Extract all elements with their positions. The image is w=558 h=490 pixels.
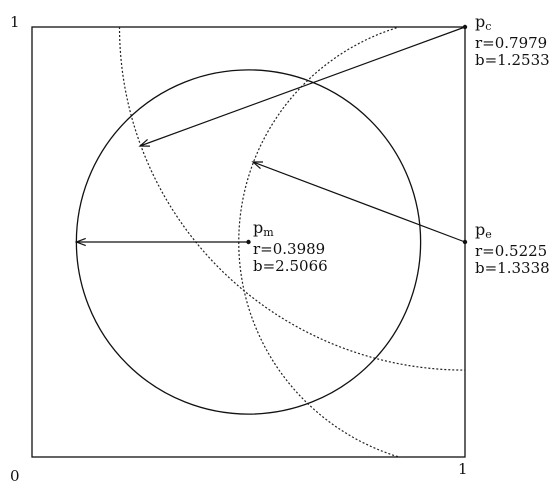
pe-name: pe bbox=[475, 220, 492, 241]
label-pc: pc r=0.7979 b=1.2533 bbox=[475, 13, 550, 69]
label-pe: pe r=0.5225 b=1.3338 bbox=[475, 221, 550, 277]
point-pe bbox=[462, 239, 468, 245]
y-axis-max-label: 1 bbox=[10, 13, 20, 31]
x-axis-max-label: 1 bbox=[458, 460, 468, 478]
point-pm bbox=[246, 239, 251, 245]
arrow-pc-line bbox=[139, 26, 466, 147]
label-pm: pm r=0.3989 b=2.5066 bbox=[253, 219, 328, 275]
point-pc bbox=[462, 24, 468, 30]
pm-name: pm bbox=[253, 218, 274, 239]
arrow-pc-head bbox=[138, 139, 151, 147]
pe-r-value: r=0.5225 bbox=[475, 242, 548, 260]
arrow-pe-line bbox=[252, 161, 466, 243]
pe-b-value: b=1.3338 bbox=[475, 259, 550, 277]
arrow-pe-head bbox=[251, 161, 264, 170]
arrow-pm-head bbox=[74, 237, 86, 247]
pc-b-value: b=1.2533 bbox=[475, 51, 550, 69]
pm-r-value: r=0.3989 bbox=[253, 240, 326, 258]
pc-name: pc bbox=[475, 12, 492, 33]
pm-b-value: b=2.5066 bbox=[253, 257, 328, 275]
pc-r-value: r=0.7979 bbox=[475, 34, 548, 52]
origin-label: 0 bbox=[10, 467, 20, 485]
circle-pe-arc bbox=[238, 27, 402, 457]
